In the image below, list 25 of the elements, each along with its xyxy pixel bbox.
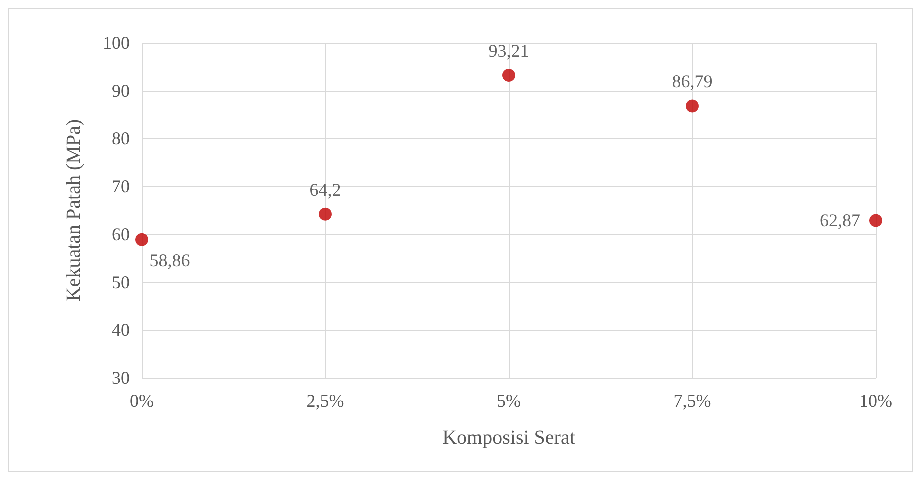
- y-tick-label: 40: [112, 320, 130, 340]
- x-tick-label: 0%: [130, 391, 154, 411]
- y-tick-label: 60: [112, 224, 130, 244]
- x-axis-title: Komposisi Serat: [442, 427, 576, 449]
- point: [870, 214, 882, 228]
- point: [686, 100, 699, 113]
- data-label: 62,87: [820, 210, 860, 231]
- y-axis-title: Kekuatan Patah (MPa): [63, 119, 85, 302]
- point: [319, 208, 332, 221]
- x-tick-label: 2,5%: [306, 391, 344, 411]
- y-tick-label: 90: [112, 80, 130, 101]
- data-label: 86,79: [672, 72, 713, 92]
- y-tick-label: 50: [112, 272, 130, 292]
- y-tick-label: 100: [103, 33, 130, 53]
- y-tick-label: 80: [112, 128, 130, 149]
- data-label: 58,86: [150, 250, 190, 270]
- y-tick-label: 70: [112, 176, 130, 197]
- x-tick-label: 7,5%: [674, 391, 712, 411]
- data-label: 93,21: [488, 40, 530, 61]
- x-tick-label: 10%: [860, 391, 892, 411]
- point: [502, 69, 516, 82]
- y-tick-label: 30: [112, 368, 130, 388]
- data-label: 64,2: [310, 180, 342, 200]
- x-tick-label: 5%: [497, 391, 521, 411]
- point: [136, 233, 148, 246]
